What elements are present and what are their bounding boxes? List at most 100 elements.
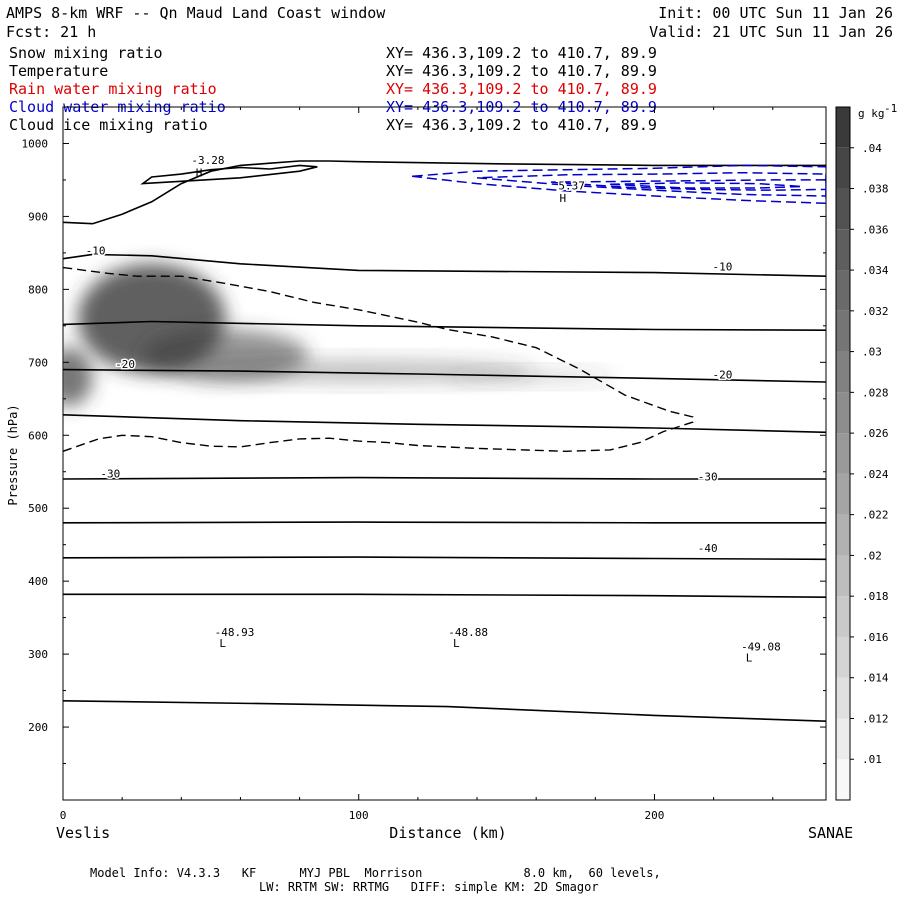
y-tick-label: 300	[28, 648, 48, 661]
colorbar-tick-label: .02	[862, 549, 882, 562]
y-tick-label: 200	[28, 721, 48, 734]
colorbar-tick-label: .018	[862, 590, 889, 603]
isotherm-line	[63, 414, 826, 434]
colorbar-swatch	[836, 351, 850, 393]
field-name: Rain water mixing ratio	[9, 80, 217, 98]
colorbar-swatch	[836, 270, 850, 311]
colorbar-tick-label: .026	[862, 427, 889, 440]
colorbar-swatch	[836, 188, 850, 230]
colorbar-swatch	[836, 596, 850, 637]
contour-label: -10	[86, 244, 106, 257]
colorbar-tick-label: .012	[862, 712, 889, 725]
cloud-water-contour	[550, 179, 826, 191]
y-tick-label: 400	[28, 575, 48, 588]
x-tick-label: 100	[349, 809, 369, 822]
y-tick-label: 800	[28, 283, 48, 296]
colorbar-swatch	[836, 759, 850, 800]
contour-label: -30	[100, 468, 120, 481]
x-tick-label: 0	[60, 809, 67, 822]
colorbar-tick-label: .036	[862, 223, 889, 236]
isotherm-line	[63, 160, 826, 225]
field-xy: XY= 436.3,109.2 to 410.7, 89.9	[386, 116, 657, 134]
colorbar-frame	[835, 106, 851, 801]
isotherm-line	[63, 253, 826, 277]
cloud-water-contour	[610, 182, 803, 189]
left-endpoint-label: Veslis	[56, 824, 110, 842]
field-xy: XY= 436.3,109.2 to 410.7, 89.9	[386, 44, 657, 62]
colorbar-swatch	[836, 677, 850, 719]
y-axis-label: Pressure (hPa)	[6, 404, 20, 505]
field-name: Snow mixing ratio	[9, 44, 163, 62]
colorbar-tick-label: .028	[862, 386, 889, 399]
center-marker-label: L	[453, 637, 460, 650]
isotherm-line	[63, 700, 826, 722]
colorbar: .01 .012 .014 .016 .018 .02 .022 .024 .026 .028 .0…	[835, 102, 897, 801]
colorbar-tick-label: .022	[862, 509, 889, 522]
plot-inner: L-48.93L-48.88L-49.08-40-30 -30-20-20-10-…	[63, 152, 826, 722]
isotherm-line	[63, 521, 826, 524]
field-xy: XY= 436.3,109.2 to 410.7, 89.9	[386, 80, 657, 98]
colorbar-swatch	[836, 473, 850, 515]
cloud-water-contour	[476, 171, 826, 197]
center-marker-label: L	[219, 637, 226, 650]
colorbar-tick-label: .016	[862, 631, 889, 644]
isotherm-line	[63, 593, 826, 598]
colorbar-tick-label: .024	[862, 468, 889, 481]
colorbar-tick-label: .032	[862, 305, 889, 318]
isotherm-line	[63, 320, 826, 331]
colorbar-swatch	[836, 147, 850, 189]
plot-frame	[62, 106, 827, 801]
field-legend: Snow mixing ratio XY= 436.3,109.2 to 410.…	[9, 44, 657, 134]
isotherm-line	[63, 476, 826, 480]
x-tick-label: 200	[645, 809, 665, 822]
colorbar-tick-label: .034	[862, 264, 889, 277]
colorbar-swatch	[836, 433, 850, 474]
colorbar-swatch	[836, 310, 850, 352]
forecast-hour: Fcst: 21 h	[6, 23, 96, 41]
field-name: Cloud ice mixing ratio	[9, 116, 208, 134]
field-name: Temperature	[9, 62, 108, 80]
colorbar-tick-label: .01	[862, 753, 882, 766]
colorbar-swatch	[836, 392, 850, 434]
closed-contour	[140, 164, 318, 185]
contour-label: -20	[713, 368, 733, 381]
contour-label: -49.08	[741, 640, 781, 653]
field-xy: XY= 436.3,109.2 to 410.7, 89.9	[386, 62, 657, 80]
snow-shading	[181, 359, 537, 383]
snow-shading	[447, 369, 614, 385]
plot-area: L-48.93L-48.88L-49.08-40-30 -30-20-20-10-…	[63, 152, 826, 722]
model-info-line-2: LW: RRTM SW: RRTMG DIFF: simple KM: 2D S…	[259, 880, 599, 894]
colorbar-swatch	[836, 555, 850, 597]
axes: 200 300 400 500 600 700 800 900 1000 0 100 200	[22, 106, 826, 822]
cloud-water-contour	[411, 164, 826, 205]
center-marker-label: H	[196, 166, 203, 179]
colorbar-swatch	[836, 636, 850, 678]
snow-outline	[63, 266, 694, 453]
isotherm-line	[63, 368, 826, 383]
colorbar-swatch	[836, 718, 850, 760]
contour-label: -10	[713, 260, 733, 273]
colorbar-tick-label: .03	[862, 346, 882, 359]
valid-time: Valid: 21 UTC Sun 11 Jan 26	[649, 23, 893, 41]
contour-label: 5.37	[558, 179, 585, 192]
contour-label: -3.28	[191, 154, 224, 167]
colorbar-tick-label: .014	[862, 672, 889, 685]
page-title: AMPS 8-km WRF -- Qn Maud Land Coast wind…	[6, 4, 386, 22]
y-tick-label: 500	[28, 502, 48, 515]
init-time: Init: 00 UTC Sun 11 Jan 26	[658, 4, 893, 22]
x-axis-label: Distance (km)	[389, 824, 506, 842]
y-tick-label: 1000	[22, 137, 49, 150]
contour-label: -30	[698, 470, 718, 483]
colorbar-swatch	[836, 107, 850, 148]
snow-shading	[63, 347, 93, 407]
colorbar-swatch	[836, 229, 850, 271]
y-tick-label: 900	[28, 210, 48, 223]
colorbar-unit-exponent: -1	[884, 102, 897, 115]
contour-label: -40	[698, 542, 718, 555]
colorbar-tick-label: .04	[862, 142, 882, 155]
colorbar-tick-label: .038	[862, 183, 889, 196]
contour-label: -20	[115, 358, 135, 371]
contour-label: -48.93	[215, 626, 255, 639]
model-info-line-1: Model Info: V4.3.3 KF MYJ PBL Morrison 8…	[90, 866, 661, 880]
